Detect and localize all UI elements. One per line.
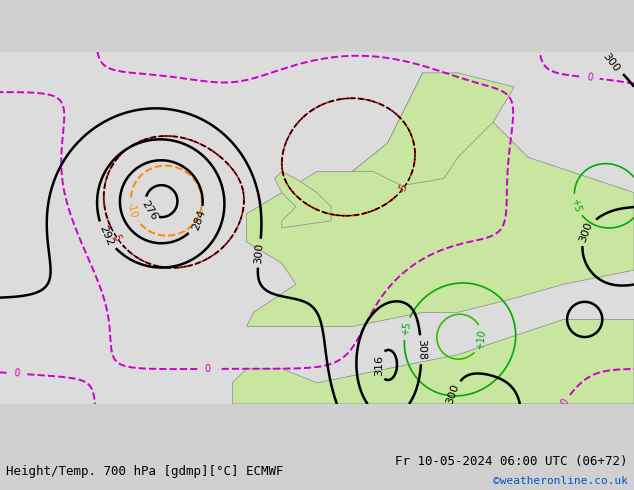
Polygon shape	[275, 172, 331, 228]
Text: 308: 308	[416, 339, 427, 361]
Text: 300: 300	[254, 243, 265, 264]
Text: 0: 0	[13, 368, 20, 379]
Text: 0: 0	[559, 396, 571, 407]
Text: +10: +10	[475, 329, 487, 350]
Text: 292: 292	[97, 223, 115, 247]
Text: +5: +5	[400, 320, 412, 337]
Text: 284: 284	[190, 208, 207, 232]
Text: -10: -10	[126, 201, 139, 219]
Text: 0: 0	[205, 364, 211, 374]
Text: -5: -5	[110, 231, 123, 244]
Text: ©weatheronline.co.uk: ©weatheronline.co.uk	[493, 476, 628, 486]
Text: -5: -5	[396, 182, 410, 196]
Text: Height/Temp. 700 hPa [gdmp][°C] ECMWF: Height/Temp. 700 hPa [gdmp][°C] ECMWF	[6, 465, 284, 478]
Text: Fr 10-05-2024 06:00 UTC (06+72): Fr 10-05-2024 06:00 UTC (06+72)	[395, 455, 628, 468]
Polygon shape	[233, 319, 634, 404]
Text: 300: 300	[601, 51, 622, 74]
Polygon shape	[353, 73, 514, 186]
Text: 276: 276	[139, 199, 158, 222]
Text: 0: 0	[586, 72, 593, 83]
Polygon shape	[247, 73, 634, 326]
Text: +5: +5	[569, 197, 583, 213]
Text: 300: 300	[578, 220, 595, 244]
Text: 316: 316	[374, 355, 384, 376]
Text: 300: 300	[444, 383, 461, 406]
